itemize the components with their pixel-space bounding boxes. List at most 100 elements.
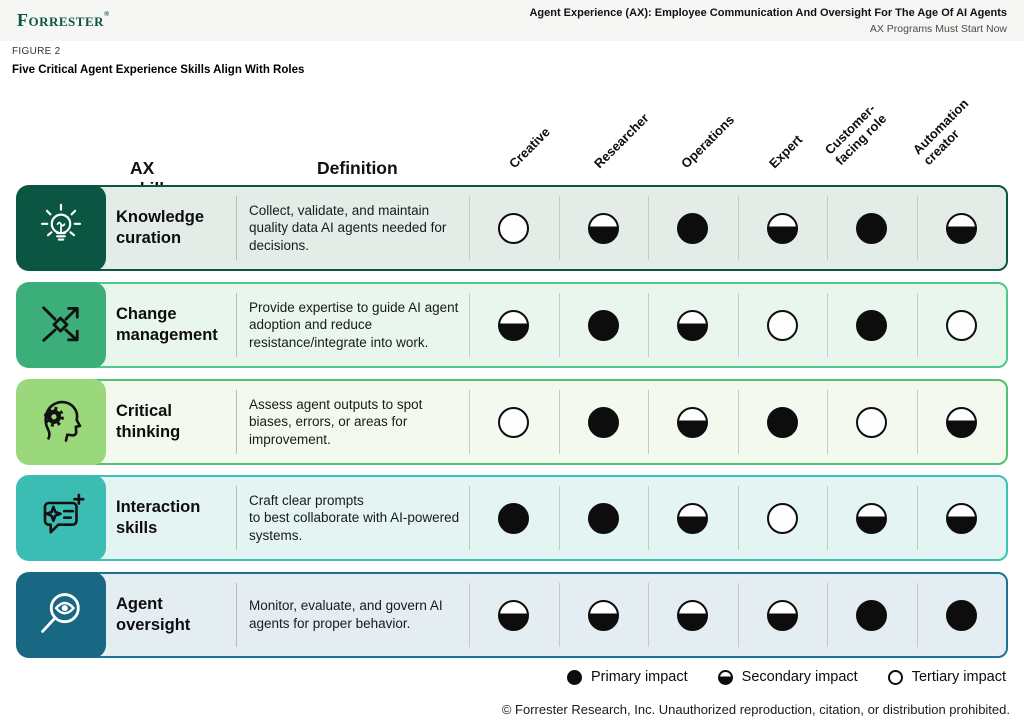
row-body: Interaction skills Craft clear prompts t…: [24, 475, 1008, 561]
impact-dot: [677, 212, 709, 244]
impact-cell: [737, 574, 828, 656]
divider: [236, 583, 237, 647]
impact-dot: [856, 309, 888, 341]
impact-cell: [827, 284, 917, 366]
role-header-operations: Operations: [678, 112, 738, 172]
role-header-automation-creator: Automation creator: [909, 95, 972, 168]
role-header-researcher: Researcher: [591, 110, 652, 172]
skill-definition: Assess agent outputs to spot biases, err…: [249, 396, 423, 447]
skill-name: Change management: [116, 305, 218, 344]
impact-dot: [587, 599, 619, 631]
impact-dot: [498, 309, 530, 341]
impact-dot: [677, 309, 709, 341]
impact-dot: [677, 599, 709, 631]
row-body: Critical thinking Assess agent outputs t…: [24, 379, 1008, 465]
skill-name: Knowledge curation: [116, 208, 205, 247]
table-row: Agent oversight Monitor, evaluate, and g…: [16, 572, 1008, 658]
legend-item-secondary: Secondary impact: [717, 669, 858, 685]
document-titles: Agent Experience (AX): Employee Communic…: [529, 7, 1007, 35]
impact-cell: [827, 574, 917, 656]
impact-cell: [558, 187, 649, 269]
head-gear-icon: [35, 394, 87, 451]
role-header-customer-facing-role: Customer- facing role: [821, 100, 890, 168]
impact-cell: [648, 381, 738, 463]
impact-cell: [469, 187, 559, 269]
impact-cell: [827, 381, 917, 463]
figure-label: FIGURE 2: [12, 46, 61, 57]
impact-cell: [558, 381, 649, 463]
impact-cells: [469, 284, 1006, 366]
impact-cells: [469, 574, 1006, 656]
impact-cell: [916, 381, 1007, 463]
skill-icon-box: [16, 475, 106, 561]
impact-dot: [677, 502, 709, 534]
role-header-creative: Creative: [506, 124, 553, 172]
impact-dot: [498, 212, 530, 244]
skill-definition: Collect, validate, and maintain quality …: [249, 202, 447, 253]
skill-name: Critical thinking: [116, 402, 181, 441]
role-header-expert: Expert: [766, 132, 806, 172]
impact-dot: [766, 502, 798, 534]
legend-label: Secondary impact: [741, 669, 858, 685]
table-row: Critical thinking Assess agent outputs t…: [16, 379, 1008, 465]
impact-dot: [856, 599, 888, 631]
row-body: Knowledge curation Collect, validate, an…: [24, 185, 1008, 271]
figure-caption: FIGURE 2 Five Critical Agent Experience …: [12, 46, 304, 76]
impact-dot: [856, 502, 888, 534]
impact-legend: Primary impact Secondary impact Tertiary…: [566, 669, 1006, 685]
secondary-impact-dot-icon: [717, 669, 733, 685]
impact-cells: [469, 477, 1006, 559]
impact-cell: [737, 187, 828, 269]
skill-definition: Provide expertise to guide AI agent adop…: [249, 299, 459, 350]
forrester-logo-text: Forrester: [17, 10, 105, 30]
role-headers: Creative Researcher Operations Expert Cu…: [0, 90, 1024, 182]
impact-cell: [469, 477, 559, 559]
impact-cell: [648, 284, 738, 366]
impact-dot: [498, 599, 530, 631]
legend-label: Tertiary impact: [911, 669, 1006, 685]
skill-name: Interaction skills: [116, 498, 201, 537]
row-body: Change management Provide expertise to g…: [24, 282, 1008, 368]
primary-impact-dot-icon: [566, 669, 582, 685]
chat-sparkle-icon: [35, 490, 87, 547]
impact-cell: [469, 381, 559, 463]
impact-cell: [916, 284, 1007, 366]
impact-cell: [827, 477, 917, 559]
impact-dot: [856, 406, 888, 438]
impact-dot: [587, 212, 619, 244]
impact-cell: [648, 574, 738, 656]
impact-cell: [737, 284, 828, 366]
impact-dot: [945, 406, 977, 438]
skill-definition: Monitor, evaluate, and govern AI agents …: [249, 598, 443, 631]
impact-cell: [469, 284, 559, 366]
impact-dot: [945, 309, 977, 341]
legend-item-tertiary: Tertiary impact: [887, 669, 1006, 685]
magnifier-eye-icon: [35, 587, 87, 644]
impact-dot: [945, 502, 977, 534]
impact-cell: [916, 187, 1007, 269]
skill-name: Agent oversight: [116, 595, 191, 634]
impact-dot: [766, 309, 798, 341]
impact-dot: [587, 502, 619, 534]
table-row: Interaction skills Craft clear prompts t…: [16, 475, 1008, 561]
impact-cell: [827, 187, 917, 269]
impact-cell: [558, 284, 649, 366]
impact-cells: [469, 187, 1006, 269]
divider: [236, 486, 237, 550]
impact-cell: [737, 477, 828, 559]
impact-cell: [558, 574, 649, 656]
row-body: Agent oversight Monitor, evaluate, and g…: [24, 572, 1008, 658]
divider: [236, 196, 237, 260]
document-title: Agent Experience (AX): Employee Communic…: [529, 6, 1007, 19]
table-row: Knowledge curation Collect, validate, an…: [16, 185, 1008, 271]
impact-dot: [945, 599, 977, 631]
column-header-definition: Definition: [317, 158, 398, 178]
impact-dot: [856, 212, 888, 244]
impact-cell: [469, 574, 559, 656]
legend-label: Primary impact: [590, 669, 688, 685]
impact-cell: [648, 187, 738, 269]
divider: [236, 390, 237, 454]
top-header-bar: Forrester® Agent Experience (AX): Employ…: [0, 0, 1024, 41]
impact-cell: [916, 477, 1007, 559]
document-subtitle: AX Programs Must Start Now: [869, 22, 1007, 35]
